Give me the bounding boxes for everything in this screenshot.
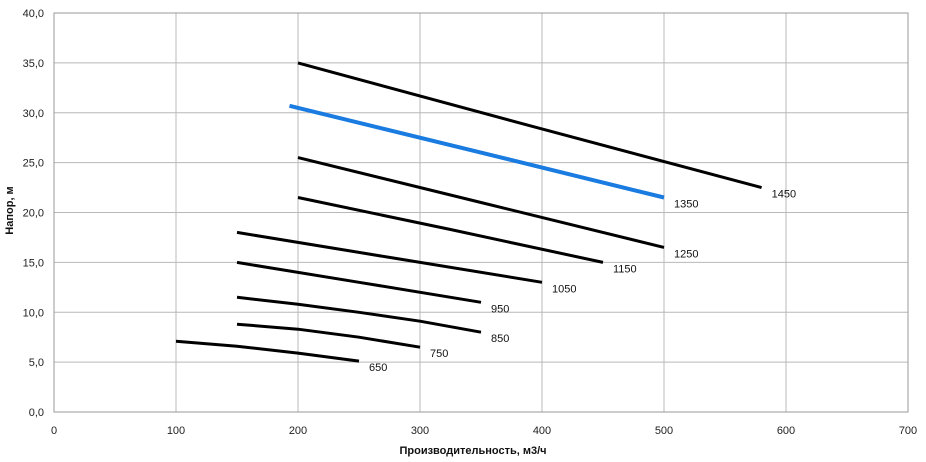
y-tick-label: 30,0 [23,108,44,120]
x-axis-title: Производительность, м3/ч [399,445,546,457]
curve-label-850: 850 [491,333,509,345]
tick-labels: 0 100 200 300 400 500 600 700 0,0 5,0 10,0 15,0 20,0… [23,8,918,437]
x-tick-label: 700 [899,425,917,437]
y-tick-label: 5,0 [29,357,44,369]
curve-label-950: 950 [491,303,509,315]
y-tick-label: 25,0 [23,158,44,170]
y-tick-label: 35,0 [23,58,44,70]
curves [175,61,762,363]
curve-1450 [297,61,762,190]
curve-labels: 650 750 850 950 1050 1150 1250 1350 1450 [369,189,796,375]
curve-label-1350: 1350 [674,199,698,211]
curve-650 [175,339,360,363]
x-tick-label: 100 [167,425,185,437]
curve-750 [236,322,421,349]
x-tick-label: 400 [533,425,551,437]
x-tick-label: 200 [289,425,307,437]
curve-label-1250: 1250 [674,248,698,260]
y-axis-title: Напор, м [4,186,16,234]
curve-1350 [289,103,665,200]
curve-label-1450: 1450 [772,189,796,201]
y-tick-label: 40,0 [23,8,44,20]
x-tick-label: 500 [655,425,673,437]
curve-1250 [297,156,665,249]
x-tick-label: 300 [411,425,429,437]
curve-1150 [297,196,604,264]
grid [53,12,909,413]
y-tick-label: 20,0 [23,208,44,220]
x-tick-label: 0 [51,425,57,437]
y-tick-label: 10,0 [23,307,44,319]
y-tick-label: 0,0 [29,407,44,419]
x-tick-label: 600 [777,425,795,437]
curve-label-1150: 1150 [613,263,637,275]
curve-label-750: 750 [430,348,448,360]
curve-label-1050: 1050 [552,283,576,295]
curve-1050 [236,230,543,284]
curve-850 [236,295,482,334]
curve-label-650: 650 [369,362,387,374]
y-tick-label: 15,0 [23,257,44,269]
plot-frame [53,12,909,413]
curve-950 [236,260,482,304]
